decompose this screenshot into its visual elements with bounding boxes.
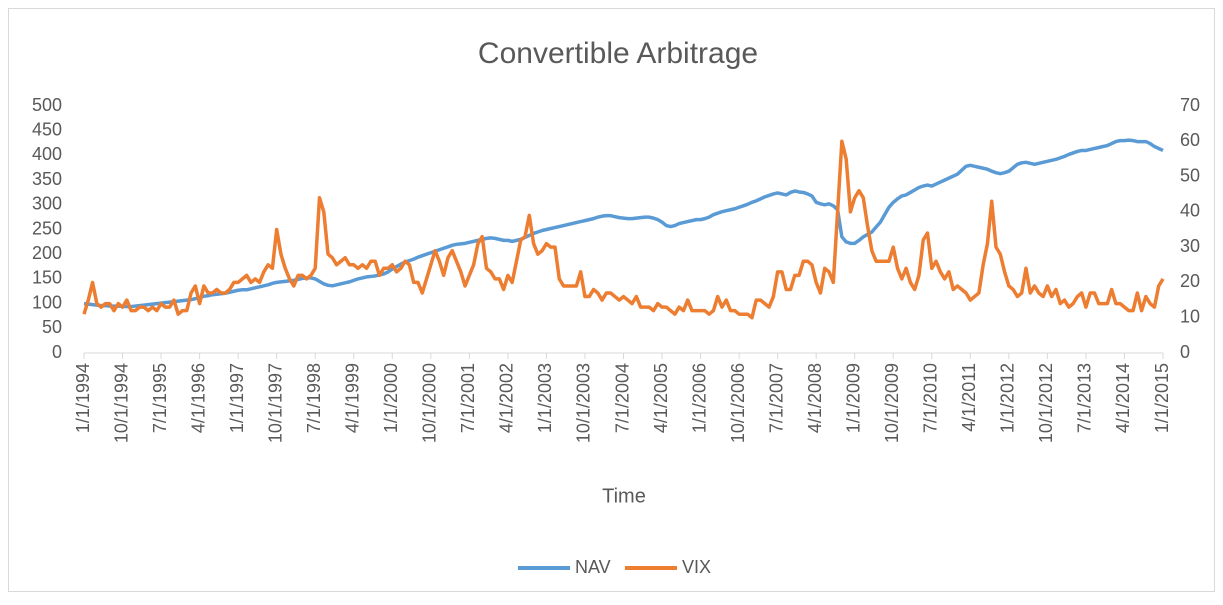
x-tick-label: 1/1/2012 [998, 363, 1018, 433]
x-tick-label: 10/1/1997 [265, 363, 285, 443]
chart-border [8, 8, 1215, 592]
x-tick-label: 7/1/2004 [612, 363, 632, 433]
x-tick-label: 4/1/2002 [497, 363, 517, 433]
x-tick-label: 10/1/1994 [111, 363, 131, 443]
x-tick-label: 1/1/2006 [689, 363, 709, 433]
line-series [82, 139, 1165, 320]
y2-tick-label: 10 [1180, 306, 1200, 326]
x-tick-label: 4/1/1999 [343, 363, 363, 433]
x-tick-label: 1/1/1997 [227, 363, 247, 433]
x-tick-label: 7/1/1995 [150, 363, 170, 433]
y-tick-label: 400 [32, 144, 62, 164]
y-tick-label: 300 [32, 194, 62, 214]
x-tick-label: 10/1/2000 [420, 363, 440, 443]
x-tick-label: 1/1/1994 [73, 363, 93, 433]
y2-tick-label: 70 [1180, 95, 1200, 115]
y2-tick-label: 30 [1180, 236, 1200, 256]
x-tick-label: 1/1/2003 [535, 363, 555, 433]
legend-label: NAV [575, 557, 611, 577]
y2-tick-label: 0 [1180, 342, 1190, 362]
x-tick-label: 10/1/2003 [574, 363, 594, 443]
y-tick-label: 250 [32, 218, 62, 238]
y2-tick-label: 60 [1180, 130, 1200, 150]
y-tick-label: 0 [52, 342, 62, 362]
x-axis-label: Time [602, 485, 646, 507]
x-tick-label: 4/1/1996 [188, 363, 208, 433]
x-tick-label: 10/1/2006 [728, 363, 748, 443]
chart-title: Convertible Arbitrage [478, 37, 758, 70]
x-tick-label: 4/1/2005 [651, 363, 671, 433]
x-tick-label: 7/1/2013 [1075, 363, 1095, 433]
x-tick-label: 7/1/2007 [766, 363, 786, 433]
y-tick-label: 100 [32, 292, 62, 312]
y-tick-label: 450 [32, 119, 62, 139]
x-tick-label: 4/1/2008 [805, 363, 825, 433]
y2-tick-label: 40 [1180, 201, 1200, 221]
x-tick-label: 4/1/2011 [959, 363, 979, 432]
y-tick-label: 200 [32, 243, 62, 263]
x-tick-label: 1/1/2009 [843, 363, 863, 433]
y-tick-label: 500 [32, 95, 62, 115]
y-tick-label: 350 [32, 169, 62, 189]
x-tick-label: 1/1/2015 [1152, 363, 1172, 433]
x-tick-label: 7/1/2001 [458, 363, 478, 433]
y-tick-label: 150 [32, 268, 62, 288]
x-tick-label: 10/1/2009 [882, 363, 902, 443]
line-series [83, 138, 1164, 309]
x-tick-label: 1/1/2000 [381, 363, 401, 433]
y2-tick-label: 20 [1180, 271, 1200, 291]
x-tick-label: 7/1/1998 [304, 363, 324, 433]
x-tick-label: 4/1/2014 [1113, 363, 1133, 433]
x-tick-label: 7/1/2010 [921, 363, 941, 433]
y-tick-label: 50 [42, 317, 62, 337]
legend-label: VIX [682, 557, 711, 577]
x-tick-label: 10/1/2012 [1036, 363, 1056, 443]
y2-tick-label: 50 [1180, 165, 1200, 185]
